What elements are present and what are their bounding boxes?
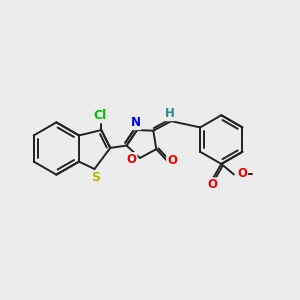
Text: Cl: Cl (93, 109, 106, 122)
Text: O: O (127, 153, 136, 166)
Text: O: O (237, 167, 247, 180)
Text: N: N (130, 116, 140, 129)
Text: S: S (92, 171, 100, 184)
Text: O: O (207, 178, 217, 191)
Text: O: O (167, 154, 177, 167)
Text: H: H (165, 107, 175, 120)
